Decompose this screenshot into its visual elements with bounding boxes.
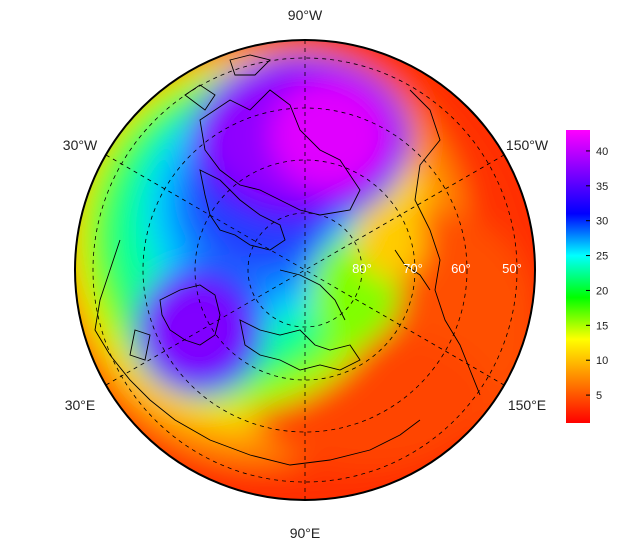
- lon-label-top: 90°W: [288, 7, 323, 23]
- lon-label-lower-right: 150°E: [508, 397, 546, 413]
- colorbar-tick-label-15: 15: [596, 320, 608, 332]
- colorbar-tick-label-35: 35: [596, 181, 608, 193]
- coastlines: [94, 54, 481, 466]
- map-frame: [74, 39, 536, 501]
- lon-label-lower-left: 30°E: [65, 397, 96, 413]
- lat-label-50: 50°: [502, 261, 522, 276]
- map-disc: [75, 40, 535, 500]
- lon-label-upper-left: 30°W: [63, 137, 98, 153]
- lat-label-60: 60°: [451, 261, 471, 276]
- lat-label-70: 70°: [403, 261, 423, 276]
- colorbar-tick-label-10: 10: [596, 355, 608, 367]
- lat-label-80: 80°: [352, 261, 372, 276]
- colorbar: 5 10 15 20 25 30 35 40: [566, 130, 608, 423]
- colorbar-gradient: [566, 130, 590, 423]
- colorbar-tick-label-25: 25: [596, 251, 608, 263]
- graticule: [92, 40, 518, 500]
- lon-label-upper-right: 150°W: [506, 137, 549, 153]
- colorbar-tick-label-30: 30: [596, 216, 608, 228]
- lon-label-bottom: 90°E: [290, 525, 321, 541]
- colorbar-tick-label-5: 5: [596, 390, 602, 402]
- colorbar-tick-label-20: 20: [596, 285, 608, 297]
- colorbar-tick-label-40: 40: [596, 146, 608, 158]
